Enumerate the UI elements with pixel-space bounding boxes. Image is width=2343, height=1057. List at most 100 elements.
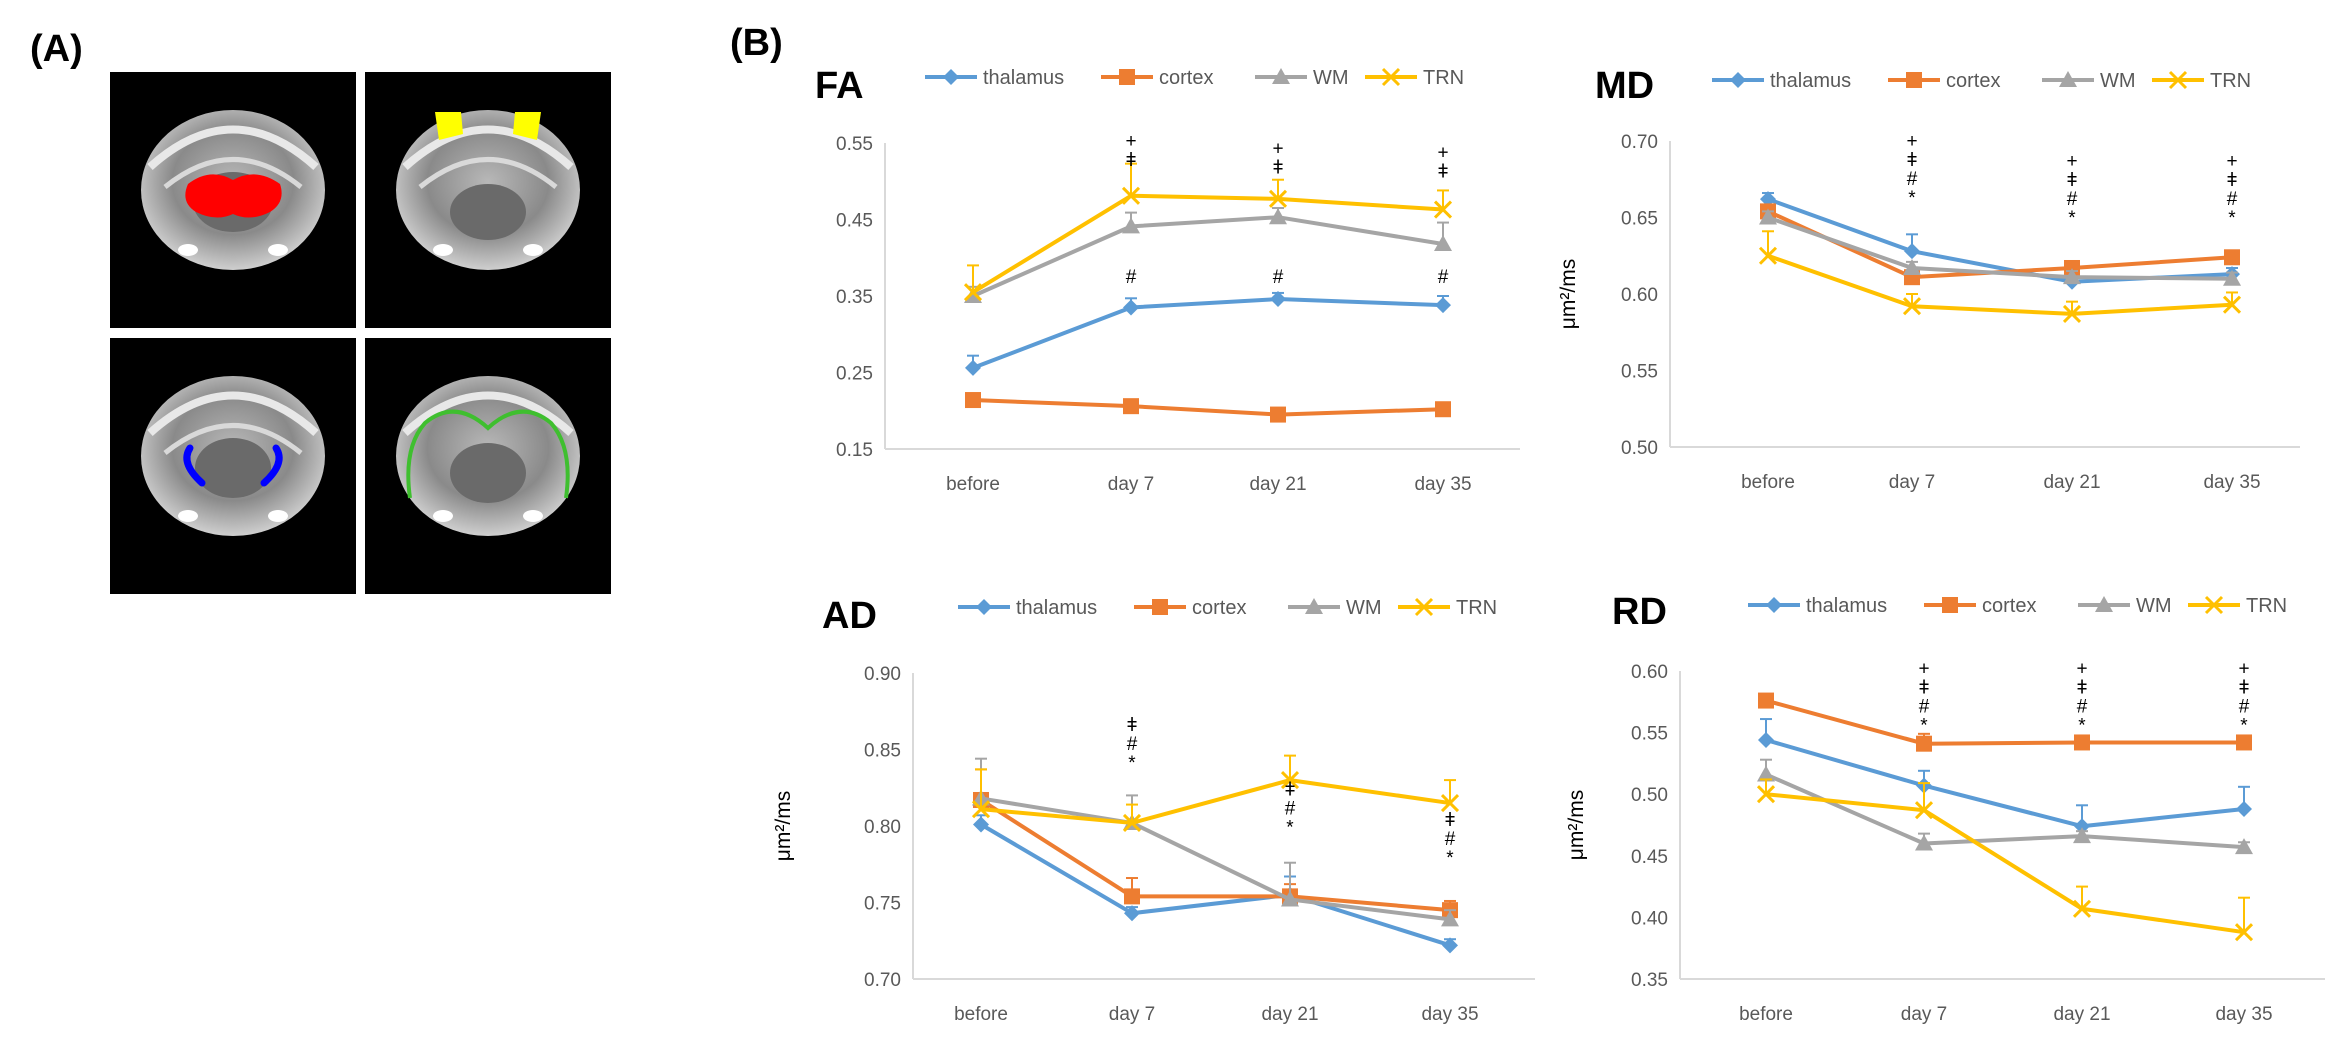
significance-mark: #: [1438, 267, 1449, 288]
data-point: [1915, 834, 1933, 851]
legend-item-thalamus: thalamus: [1748, 595, 1887, 617]
significance-mark: *: [1908, 188, 1916, 209]
data-point: [1758, 731, 1774, 748]
data-point: [965, 359, 981, 376]
series-line: [1765, 772, 2245, 850]
data-point: [1270, 291, 1286, 308]
series-trn: [1756, 778, 2254, 942]
data-point-stroke-b: [971, 800, 991, 819]
data-point-stroke-b: [1914, 801, 1934, 820]
x-tick-label: day 35: [2203, 472, 2260, 493]
y-tick-label: 0.45: [1631, 847, 1668, 868]
significance-mark: +: [2076, 659, 2087, 680]
series-trn: [971, 754, 1460, 833]
significance-mark: +: [2238, 659, 2249, 680]
legend-marker-stroke-b: [1414, 597, 1434, 617]
legend-item-thalamus: thalamus: [1712, 70, 1851, 92]
roi-trn-right: [260, 444, 283, 487]
data-point: [1268, 189, 1288, 208]
data-point: [1124, 905, 1140, 922]
series-line: [979, 822, 1451, 948]
data-point: [2063, 268, 2081, 285]
data-point: [1281, 890, 1299, 907]
legend-label: thalamus: [1016, 597, 1097, 619]
chart-md: MD 0.50 0.55 0.60 0.65 0.70 before day 7 day 21 d…: [1557, 65, 2300, 493]
significance-mark: *: [2228, 208, 2236, 229]
legend-item-cortex: cortex: [1888, 70, 2000, 92]
data-point: [1757, 765, 1775, 782]
significance-mark: #: [1445, 829, 1456, 850]
series-line: [972, 398, 1444, 417]
x-tick-label: day 21: [2043, 472, 2100, 493]
data-point: [1758, 692, 1774, 709]
legend-item-wm: WM: [2078, 595, 2172, 617]
legend-marker-stroke-b: [1381, 67, 1401, 87]
data-point: [1280, 771, 1300, 790]
significance-mark: #: [1919, 697, 1930, 718]
series-line: [972, 215, 1444, 298]
series-line: [979, 798, 1451, 913]
data-point-stroke-b: [1280, 771, 1300, 790]
chart-title: RD: [1612, 591, 1667, 633]
data-point: [1434, 234, 1452, 251]
y-tick-label: 0.70: [864, 970, 901, 991]
data-point: [2062, 304, 2082, 323]
series-cortex: [965, 392, 1451, 423]
significance-mark: #: [2067, 189, 2078, 210]
legend-item-wm: WM: [1288, 597, 1382, 619]
legend-marker: [1414, 597, 1434, 617]
series-thalamus: [965, 291, 1451, 376]
data-point-stroke-b: [2072, 899, 2092, 918]
data-point: [1442, 937, 1458, 954]
y-tick-label: 0.70: [1621, 132, 1658, 153]
significance-mark: ǂ: [2226, 170, 2237, 191]
legend-item-thalamus: thalamus: [925, 67, 1064, 89]
series-line: [971, 193, 1444, 294]
y-tick-label: 0.65: [1621, 209, 1658, 230]
y-tick-label: 0.60: [1621, 285, 1658, 306]
x-tick-label: day 35: [1414, 474, 1471, 495]
x-tick-label: day 21: [1261, 1004, 1318, 1025]
series-thalamus: [1758, 718, 2252, 835]
data-point-stroke-b: [2062, 304, 2082, 323]
data-point: [1902, 297, 1922, 316]
data-point: [2234, 923, 2254, 942]
significance-mark: +: [1906, 131, 1917, 152]
significance-mark: +: [2226, 151, 2237, 172]
y-tick-label: 0.40: [1631, 908, 1668, 929]
data-point: [1760, 191, 1776, 208]
chart-rd: RD 0.35 0.40 0.45 0.50 0.55 0.60 before day 7 day…: [1565, 591, 2325, 1025]
data-point: [1914, 801, 1934, 820]
significance-mark: ǂ: [1272, 157, 1283, 178]
significance-mark: *: [1286, 817, 1294, 838]
x-tick-label: day 7: [1889, 472, 1935, 493]
legend-label: TRN: [1423, 67, 1464, 89]
series-trn: [1758, 230, 2242, 323]
x-tick-label: day 21: [1249, 474, 1306, 495]
y-tick-label: 0.60: [1631, 662, 1668, 683]
data-point: [973, 816, 989, 833]
data-point: [2222, 295, 2242, 314]
roi-wm: [406, 409, 570, 499]
significance-mark: #: [2077, 697, 2088, 718]
y-tick-label: 0.50: [1621, 438, 1658, 459]
panel-label-a: (A): [30, 28, 83, 70]
significance-mark: #: [1126, 267, 1137, 288]
y-tick-label: 0.55: [1631, 724, 1668, 745]
legend-item-cortex: cortex: [1134, 597, 1246, 619]
legend-item-wm: WM: [2042, 70, 2136, 92]
data-point: [2073, 827, 2091, 844]
data-point: [1123, 299, 1139, 316]
significance-mark: #: [1273, 267, 1284, 288]
significance-mark: #: [1907, 169, 1918, 190]
y-tick-label: 0.80: [864, 817, 901, 838]
legend-label: thalamus: [983, 67, 1064, 89]
data-point-stroke-b: [1433, 200, 1453, 219]
roi-cortex-right: [513, 112, 541, 140]
y-tick-label: 0.90: [864, 664, 901, 685]
legend-label: WM: [2136, 595, 2172, 617]
legend-label: TRN: [2246, 595, 2287, 617]
data-point-stroke-b: [1121, 186, 1141, 205]
legend-marker: [1119, 69, 1135, 85]
y-tick-label: 0.55: [836, 134, 873, 155]
